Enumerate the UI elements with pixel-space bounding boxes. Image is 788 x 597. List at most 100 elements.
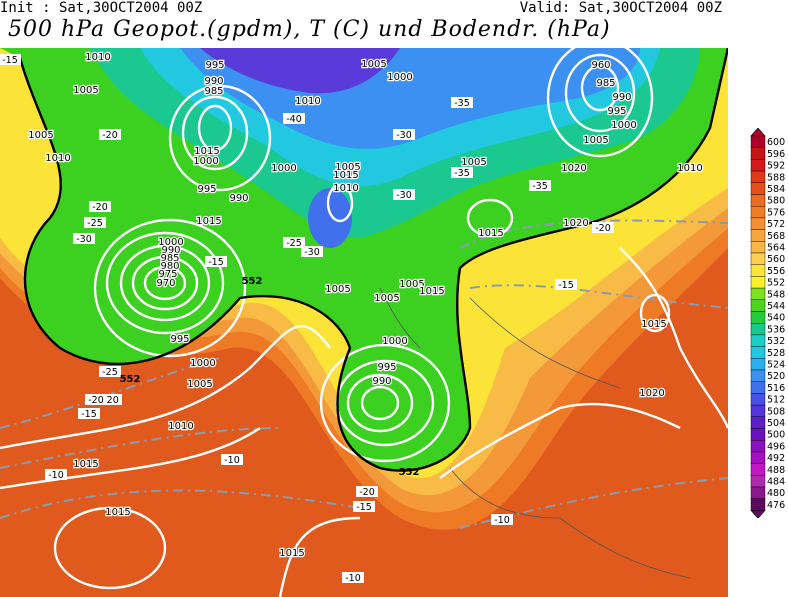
temperature-label: -30 — [396, 130, 412, 141]
isobar — [105, 231, 225, 335]
temperature-label-box — [356, 486, 378, 497]
temperature-label-box — [451, 97, 473, 108]
temperature-label: -35 — [454, 98, 470, 109]
legend-swatch — [750, 334, 766, 347]
isobar — [0, 325, 331, 450]
pressure-label: 1005 — [374, 293, 399, 304]
legend-swatch — [750, 194, 766, 207]
pressure-label: 1005 — [361, 59, 386, 70]
pressure-label: 1000 — [190, 358, 215, 369]
legend-label: 496 — [767, 441, 785, 452]
temperature-label: -15 — [208, 257, 224, 268]
map-labels: 1010100599599098510051000101096098599099… — [0, 51, 704, 584]
valid-time: Valid: Sat,30OCT2004 00Z — [519, 0, 722, 16]
coastline-outline — [379, 287, 691, 579]
isobar — [181, 95, 249, 171]
pressure-label: 1005 — [399, 279, 424, 290]
pressure-label: 1020 — [563, 218, 588, 229]
pressure-label: 970 — [156, 278, 175, 289]
legend-swatch — [750, 287, 766, 301]
legend-label: 536 — [767, 324, 785, 335]
pressure-label: 1000 — [387, 72, 412, 83]
temperature-label-box — [393, 189, 415, 200]
isobar — [119, 244, 211, 322]
temperature-label: -10 — [494, 515, 510, 526]
legend-swatch — [750, 299, 766, 312]
pressure-label: 1005 — [461, 157, 486, 168]
field-band-504 — [200, 48, 400, 94]
temperature-label: -15 — [81, 409, 97, 420]
legend-swatch — [750, 159, 766, 172]
temperature-label: -35 — [532, 181, 548, 192]
legend-swatch — [750, 147, 766, 160]
temperature-label: -10 — [345, 573, 361, 584]
isobar — [319, 343, 451, 463]
pressure-label: 1005 — [187, 379, 212, 390]
legend-label: 512 — [767, 395, 785, 406]
pressure-label: 1000 — [382, 336, 407, 347]
isotherm — [469, 284, 728, 309]
legend-label: 520 — [767, 371, 785, 382]
legend-label: 524 — [767, 359, 785, 370]
legend-label: 484 — [767, 476, 785, 487]
temperature-label: -30 — [76, 234, 92, 245]
legend-swatch — [750, 475, 766, 488]
pressure-label: 1005 — [325, 284, 350, 295]
temperature-label: -20 — [359, 487, 375, 498]
temperature-label-box — [393, 129, 415, 140]
legend-label: 500 — [767, 430, 785, 441]
temperature-label: -15 — [2, 55, 18, 66]
legend-label: 544 — [767, 301, 785, 312]
legend-swatch — [750, 393, 766, 406]
temperature-label-box — [84, 217, 106, 228]
isobar — [466, 198, 514, 238]
pressure-label: 990 — [161, 245, 180, 256]
temperature-label-box — [592, 222, 614, 233]
temperature-label: -10 — [224, 455, 240, 466]
legend-body: 6005965925885845805765725685645605565525… — [750, 128, 785, 518]
temperature-label-box — [221, 454, 243, 465]
temperature-label-box — [353, 501, 375, 512]
legend-swatch — [750, 358, 766, 371]
pressure-label: 1005 — [335, 162, 360, 173]
pressure-label: 990 — [229, 193, 248, 204]
pressure-label: 1000 — [193, 156, 218, 167]
pressure-label: 1010 — [333, 183, 358, 194]
legend-label: 588 — [767, 172, 785, 183]
temperature-label: -15 — [558, 280, 574, 291]
legend-label: 516 — [767, 383, 785, 394]
temperature-label-box — [205, 256, 227, 267]
isobar — [619, 247, 728, 429]
legend-arrow-top — [750, 128, 766, 137]
legend-swatch — [750, 170, 766, 183]
temperature-label: -25 — [102, 367, 118, 378]
temperature-label: -40 — [286, 114, 302, 125]
legend-label: 596 — [767, 149, 785, 160]
geopotential-label: 552 — [120, 374, 141, 385]
pressure-label: 1010 — [85, 52, 110, 63]
isobar — [168, 84, 272, 192]
temperature-label-box — [451, 167, 473, 178]
isobar — [278, 516, 361, 597]
legend-swatch — [750, 276, 766, 289]
temperature-label: -20 — [103, 395, 119, 406]
legend-label: 556 — [767, 266, 785, 277]
temperature-label-box — [89, 201, 111, 212]
temperature-label: -20 — [595, 223, 611, 234]
isobar — [0, 427, 261, 490]
legend-label: 488 — [767, 465, 785, 476]
pressure-label: 985 — [160, 253, 179, 264]
legend-swatch — [750, 451, 766, 464]
isobar — [53, 506, 167, 590]
weather-map: 1010100599599098510051000101096098599099… — [0, 48, 728, 597]
legend-swatch — [750, 229, 766, 242]
geopotential-label: 552 — [399, 467, 420, 478]
legend-swatch — [750, 322, 766, 336]
isobar — [131, 255, 199, 311]
legend-label: 476 — [767, 500, 785, 511]
isobar — [93, 218, 247, 358]
legend-label: 540 — [767, 313, 785, 324]
legend-label: 572 — [767, 219, 785, 230]
pressure-label: 1005 — [28, 130, 53, 141]
pressure-label: 980 — [160, 261, 179, 272]
